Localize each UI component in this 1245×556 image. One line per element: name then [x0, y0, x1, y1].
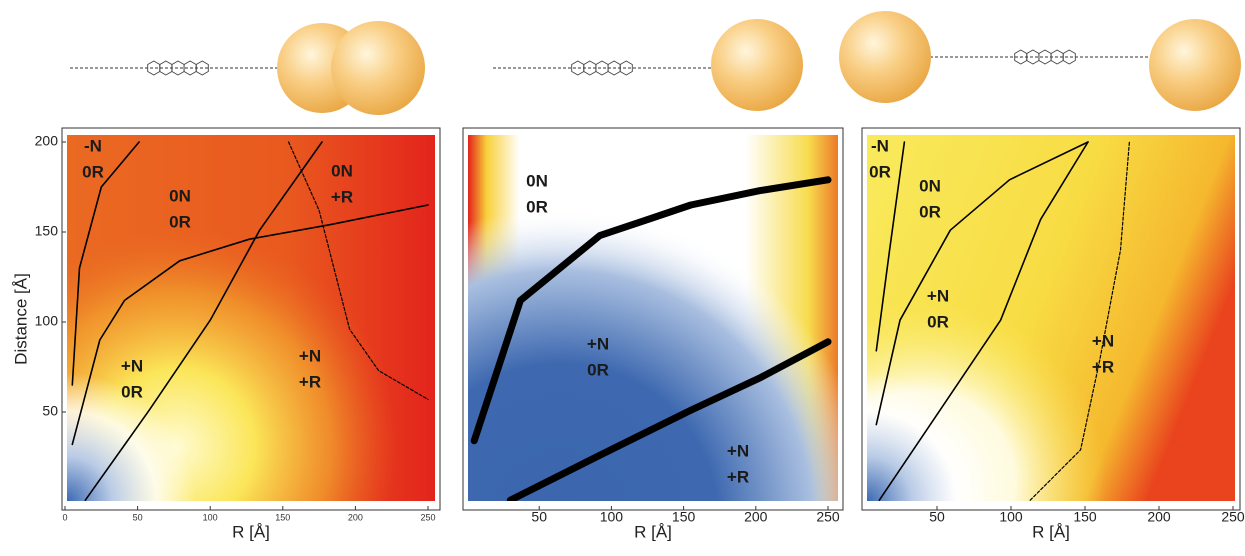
x-tick-label: 100	[203, 512, 218, 522]
frame	[61, 127, 441, 511]
region-label: +N	[587, 334, 609, 353]
x-tick-label: 250	[1221, 509, 1245, 525]
boundary-line	[71, 204, 429, 446]
region-label: +R	[1092, 357, 1114, 376]
x-tick-label: 100	[999, 509, 1023, 525]
boundary-line	[1029, 141, 1130, 501]
molecule-ring	[595, 60, 609, 76]
x-tick-label: 50	[531, 509, 547, 525]
boundary-line	[84, 141, 323, 501]
region-label: +R	[299, 372, 321, 391]
x-tick-label: 200	[744, 509, 768, 525]
y-tick-label: 50	[42, 403, 58, 419]
y-tick-label: 150	[35, 223, 59, 239]
y-axis-label: Distance [Å]	[11, 273, 30, 365]
x-tick-label: 100	[600, 509, 624, 525]
boundary-line	[878, 141, 1089, 501]
x-tick-label: 50	[133, 512, 143, 522]
panel: 50 100 150 200 250 R [Å] 0N 0R +N 0R +N +R	[462, 127, 844, 541]
sphere	[331, 21, 425, 115]
panel: 50 100 150 200 250 R [Å] -N 0R 0N 0R +N 0R +N +R	[861, 127, 1245, 541]
molecule-ring	[1062, 49, 1076, 65]
x-axis-label: R [Å]	[634, 522, 672, 541]
illustration	[70, 11, 1241, 115]
sphere	[711, 19, 803, 111]
plot-area	[468, 135, 838, 501]
x-tick-label: 250	[816, 509, 840, 525]
frame	[861, 127, 1241, 511]
molecule-ring	[195, 60, 209, 76]
sphere	[1149, 19, 1241, 111]
boundary-line	[875, 141, 906, 352]
boundary-line	[288, 141, 429, 400]
x-tick-label: 150	[1073, 509, 1097, 525]
boundary-line	[875, 141, 1089, 426]
x-tick-label: 0	[62, 512, 67, 522]
heatmap-layer	[67, 135, 435, 501]
plot-area	[67, 135, 435, 501]
molecule-ring	[619, 60, 633, 76]
region-label: +N	[1092, 331, 1114, 350]
frame	[462, 127, 844, 511]
region-label: 0N	[526, 171, 548, 190]
x-axis-label: R [Å]	[232, 522, 270, 541]
region-label: 0R	[82, 162, 104, 181]
plot-area	[867, 135, 1235, 501]
region-label: +N	[727, 441, 749, 460]
region-label: -N	[871, 136, 889, 155]
region-label: 0N	[169, 186, 191, 205]
region-label: 0R	[869, 162, 891, 181]
y-tick-label: 200	[35, 133, 59, 149]
region-label: 0R	[919, 202, 941, 221]
x-tick-label: 150	[275, 512, 290, 522]
y-tick-label: 100	[35, 313, 59, 329]
boundary-line	[506, 338, 832, 501]
region-label: +N	[299, 346, 321, 365]
x-tick-label: 50	[929, 509, 945, 525]
region-label: +N	[121, 356, 143, 375]
heatmap-layer	[867, 135, 1235, 501]
x-tick-label: 150	[672, 509, 696, 525]
region-label: 0R	[587, 360, 609, 379]
region-label: 0N	[919, 176, 941, 195]
region-label: 0R	[169, 212, 191, 231]
panel: 0 50 100 150 200 250 50 100 150 200 R [Å] Distance …	[11, 127, 441, 541]
x-tick-label: 250	[420, 512, 435, 522]
region-label: 0R	[927, 312, 949, 331]
region-label: 0N	[331, 161, 353, 180]
boundary-line	[470, 176, 832, 445]
region-label: -N	[84, 136, 102, 155]
x-tick-label: 200	[1147, 509, 1171, 525]
boundary-line	[71, 141, 140, 386]
region-label: 0R	[121, 382, 143, 401]
x-axis-label: R [Å]	[1032, 522, 1070, 541]
region-label: +N	[927, 286, 949, 305]
heatmap-layer	[468, 135, 838, 501]
region-label: +R	[331, 187, 353, 206]
region-label: +R	[727, 467, 749, 486]
region-label: 0R	[526, 197, 548, 216]
x-tick-label: 200	[348, 512, 363, 522]
sphere	[839, 11, 931, 103]
